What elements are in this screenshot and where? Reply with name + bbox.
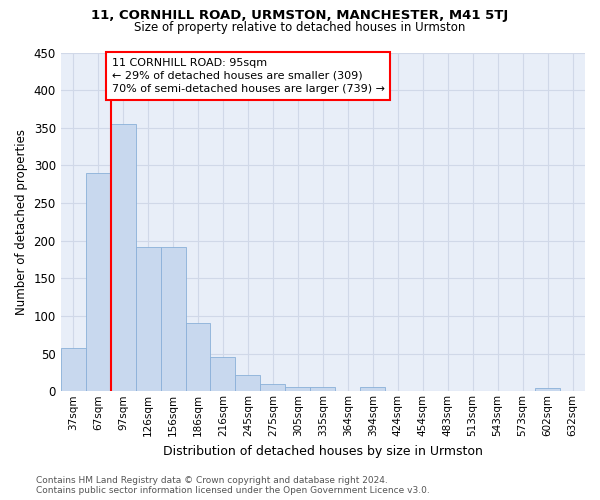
Y-axis label: Number of detached properties: Number of detached properties: [15, 129, 28, 315]
Bar: [235, 374, 260, 392]
Bar: [310, 386, 335, 392]
X-axis label: Distribution of detached houses by size in Urmston: Distribution of detached houses by size …: [163, 444, 483, 458]
Text: Contains HM Land Registry data © Crown copyright and database right 2024.
Contai: Contains HM Land Registry data © Crown c…: [36, 476, 430, 495]
Bar: [161, 248, 185, 392]
Bar: [360, 388, 385, 392]
Bar: [260, 384, 286, 392]
Bar: [136, 248, 161, 392]
Bar: [86, 173, 110, 392]
Bar: [211, 356, 235, 392]
Bar: [185, 323, 211, 392]
Bar: [61, 348, 86, 392]
Text: 11 CORNHILL ROAD: 95sqm
← 29% of detached houses are smaller (309)
70% of semi-d: 11 CORNHILL ROAD: 95sqm ← 29% of detache…: [112, 58, 385, 94]
Bar: [535, 388, 560, 392]
Bar: [110, 124, 136, 392]
Text: Size of property relative to detached houses in Urmston: Size of property relative to detached ho…: [134, 22, 466, 35]
Text: 11, CORNHILL ROAD, URMSTON, MANCHESTER, M41 5TJ: 11, CORNHILL ROAD, URMSTON, MANCHESTER, …: [91, 9, 509, 22]
Bar: [286, 386, 310, 392]
